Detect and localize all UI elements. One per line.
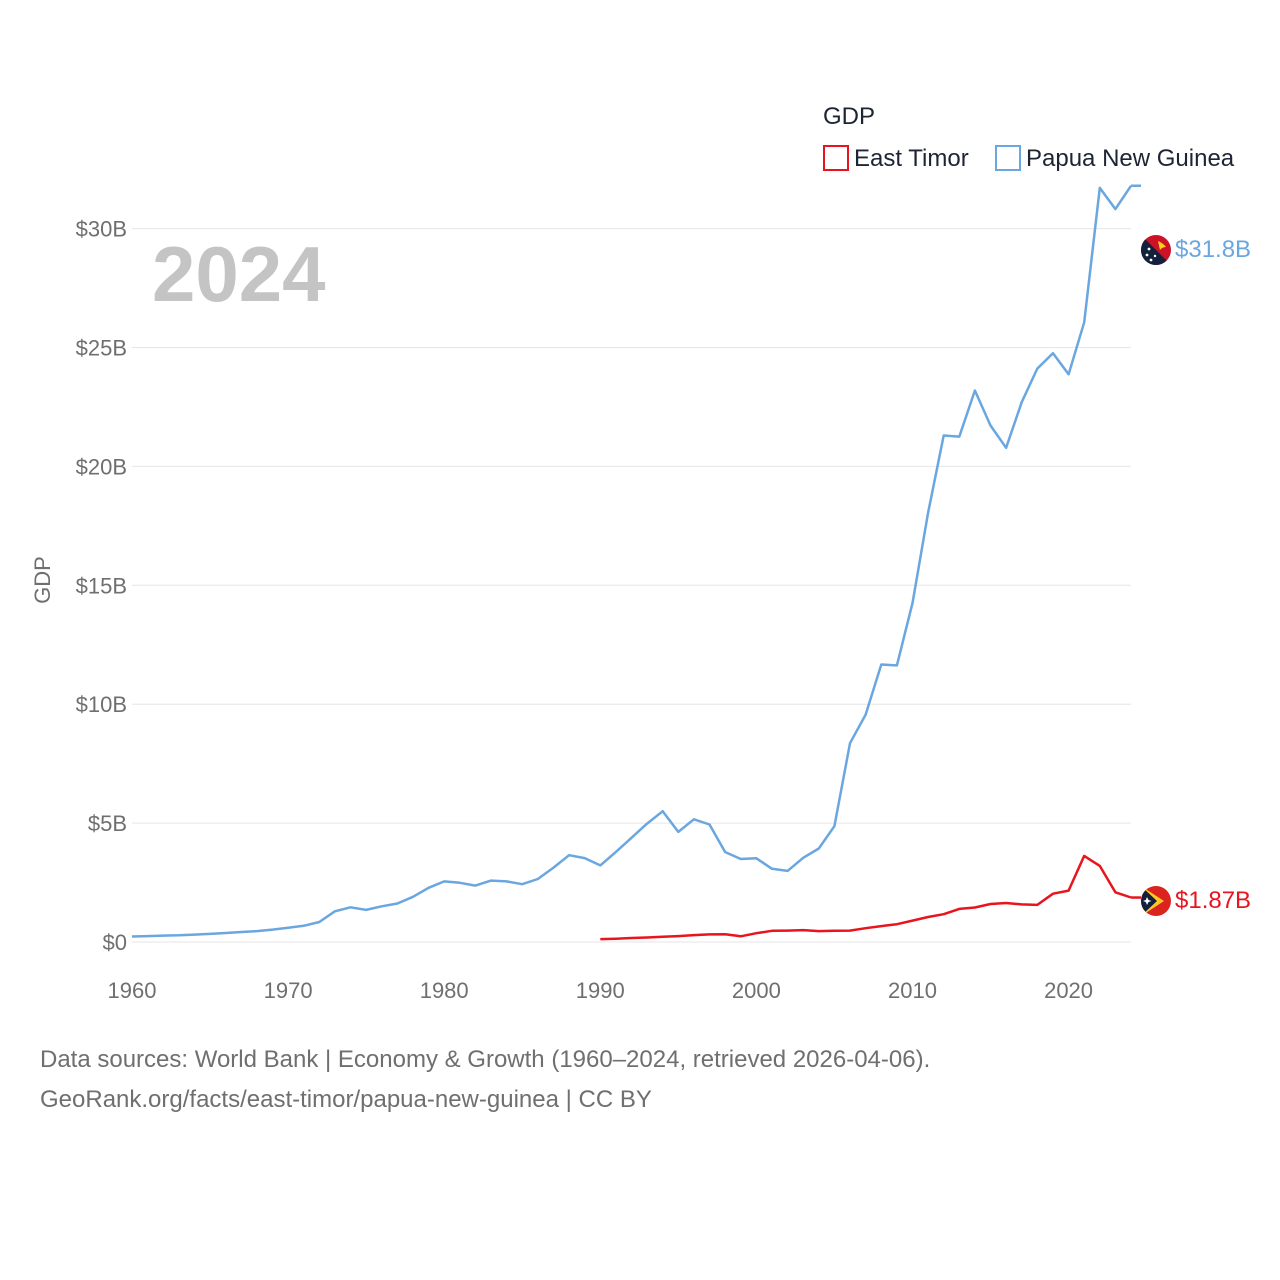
x-tick-label: 2010 — [888, 978, 937, 1003]
legend-swatch-papua-new-guinea[interactable] — [995, 145, 1021, 171]
papua-new-guinea-end-label: $31.8B — [1175, 236, 1251, 263]
series-line-east-timor[interactable] — [600, 854, 1132, 941]
series-line-papua-new-guinea[interactable] — [131, 185, 1133, 938]
source-line-1: Data sources: World Bank | Economy & Gro… — [40, 1046, 931, 1073]
y-tick-label: $10B — [76, 692, 127, 717]
legend-title: GDP — [823, 103, 875, 130]
grid-lines — [132, 228, 1131, 943]
y-tick-label: $20B — [76, 454, 127, 479]
y-tick-label: $0 — [103, 930, 127, 955]
y-tick-label: $15B — [76, 573, 127, 598]
source-line-2: GeoRank.org/facts/east-timor/papua-new-g… — [40, 1086, 652, 1113]
series-lines — [131, 184, 1141, 941]
east-timor-flag-icon — [1141, 886, 1171, 916]
x-tick-label: 2020 — [1044, 978, 1093, 1003]
y-tick-label: $5B — [88, 811, 127, 836]
y-tick-label: $30B — [76, 217, 127, 242]
legend-label-papua-new-guinea[interactable]: Papua New Guinea — [1026, 145, 1235, 172]
x-tick-label: 1970 — [264, 978, 313, 1003]
data-source-note: Data sources: World Bank | Economy & Gro… — [40, 1040, 1240, 1120]
y-axis-ticks: $0 $5B $10B $15B $20B $25B $30B — [76, 217, 127, 955]
y-tick-label: $25B — [76, 335, 127, 360]
legend-swatch-east-timor[interactable] — [823, 145, 849, 171]
x-tick-label: 1990 — [576, 978, 625, 1003]
x-tick-label: 2000 — [732, 978, 781, 1003]
legend-label-east-timor[interactable]: East Timor — [854, 145, 969, 172]
year-label: 2024 — [152, 230, 326, 318]
legend: GDP East Timor Papua New Guinea — [823, 103, 1235, 172]
east-timor-end-label: $1.87B — [1175, 887, 1251, 914]
y-axis-label: GDP — [30, 556, 55, 604]
x-tick-label: 1960 — [108, 978, 157, 1003]
x-tick-label: 1980 — [420, 978, 469, 1003]
x-axis-ticks: 1960 1970 1980 1990 2000 2010 2020 — [108, 978, 1094, 1003]
papua-new-guinea-flag-icon — [1141, 235, 1171, 265]
